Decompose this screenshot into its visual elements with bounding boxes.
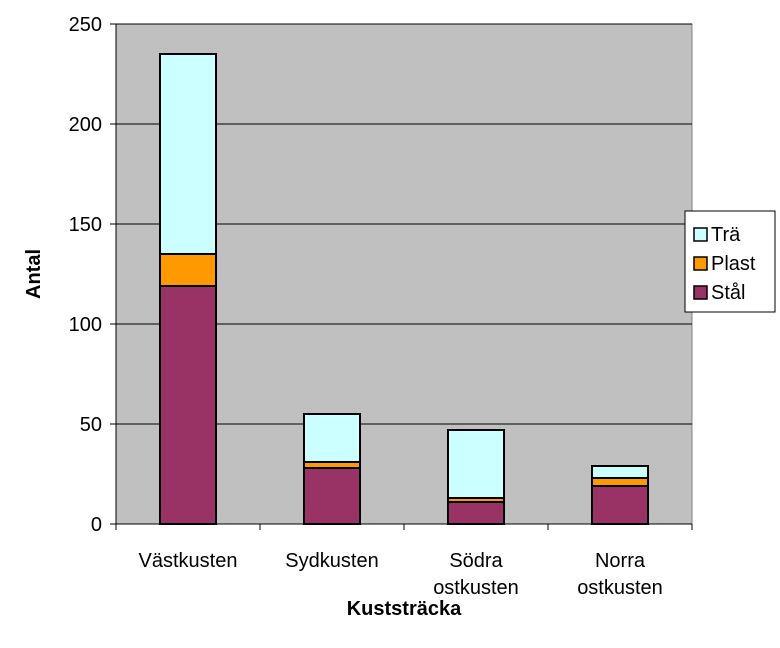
- legend-label-tra: Trä: [711, 224, 741, 246]
- y-tick-label: 0: [91, 514, 102, 536]
- bar-segment-stal: [303, 467, 361, 525]
- bar-segment-stal: [159, 285, 217, 525]
- bar-segment-stal: [591, 485, 649, 525]
- bars: [159, 53, 649, 525]
- x-tick-label: Sydkusten: [285, 550, 378, 572]
- bar-segment-tra: [591, 465, 649, 479]
- y-tick-labels: 0 50 100 150 200 250: [69, 14, 102, 536]
- y-tick-label: 250: [69, 14, 102, 36]
- bar-segment-plast: [591, 477, 649, 487]
- legend-swatch-tra: [693, 227, 708, 242]
- x-tick-label: Norra ostkusten: [577, 550, 663, 599]
- bar-segment-tra: [447, 429, 505, 499]
- axes: [110, 23, 693, 530]
- x-tick-labels: Västkusten Sydkusten Södra ostkusten Norra os…: [139, 550, 663, 599]
- bar-segment-plast: [159, 253, 217, 287]
- legend-swatch-plast: [693, 256, 708, 271]
- y-tick-label: 100: [69, 314, 102, 336]
- x-tick-label: Södra ostkusten: [433, 550, 519, 599]
- y-tick-label: 150: [69, 214, 102, 236]
- bar-segment-stal: [447, 501, 505, 525]
- x-axis-title: Kuststräcka: [347, 598, 462, 620]
- y-tick-label: 50: [80, 414, 102, 436]
- bar-segment-tra: [303, 413, 361, 463]
- bar-segment-tra: [159, 53, 217, 255]
- legend-swatch-stal: [693, 285, 708, 300]
- y-tick-label: 200: [69, 114, 102, 136]
- y-axis-title: Antal: [23, 249, 45, 299]
- x-tick-label: Västkusten: [139, 550, 238, 572]
- legend-label-stal: Stål: [711, 282, 745, 304]
- legend-label-plast: Plast: [711, 253, 756, 275]
- legend: Trä Plast Stål: [684, 210, 776, 313]
